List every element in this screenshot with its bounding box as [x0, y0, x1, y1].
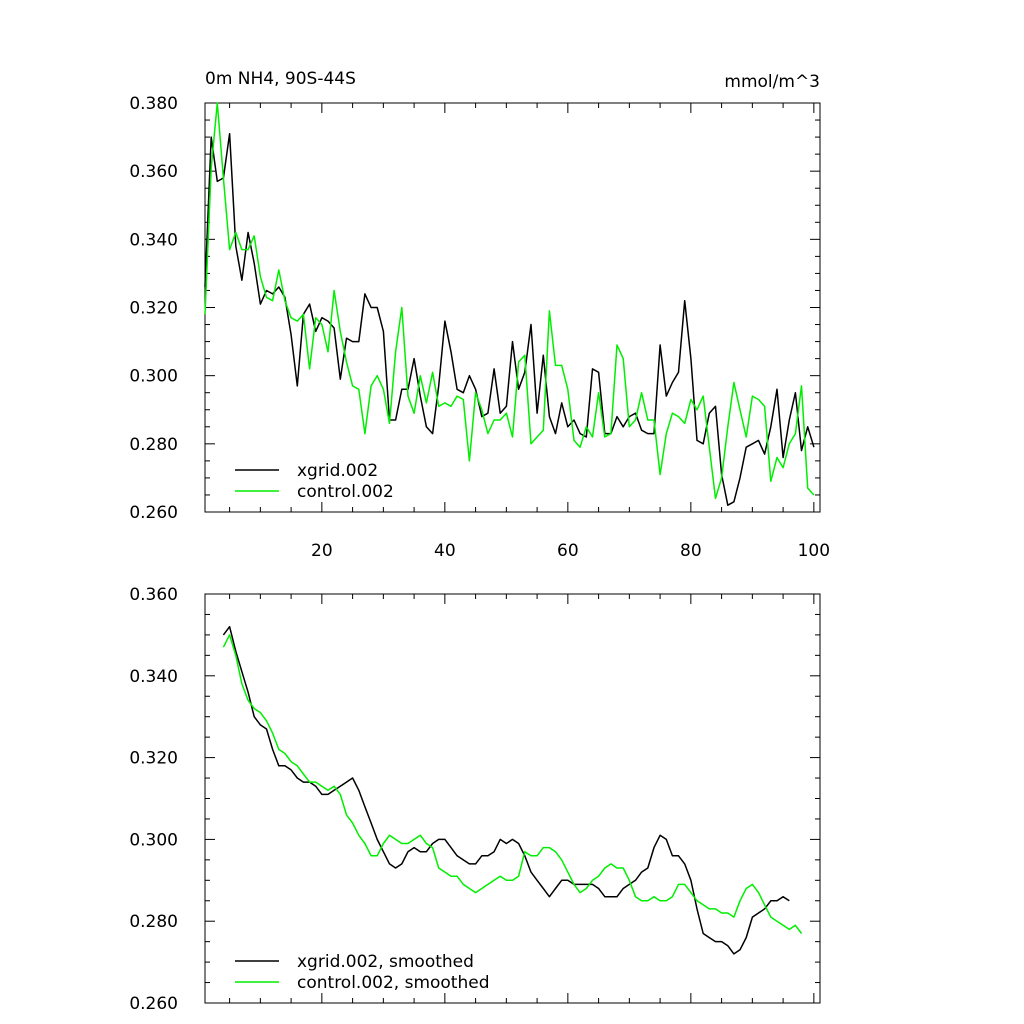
y-tick-label: 0.300 [129, 830, 178, 850]
x-tick-label: 20 [311, 541, 333, 561]
legend-label: control.002, smoothed [297, 973, 490, 993]
y-tick-label: 0.260 [129, 994, 178, 1014]
series-line-control [204, 102, 815, 500]
y-tick-label: 0.380 [129, 94, 178, 114]
y-tick-label: 0.300 [129, 367, 178, 387]
y-tick-label: 0.340 [129, 667, 178, 687]
y-tick-label: 0.360 [129, 585, 178, 605]
legend-label: control.002 [297, 482, 394, 502]
plot-frame [204, 593, 821, 1004]
series-line-xgrid [222, 625, 790, 955]
chart-title-left: 0m NH4, 90S-44S [205, 69, 356, 89]
y-tick-label: 0.280 [129, 435, 178, 455]
y-tick-label: 0.280 [129, 912, 178, 932]
plot-frame [204, 102, 821, 513]
y-tick-label: 0.340 [129, 230, 178, 250]
chart-units-label: mmol/m^3 [724, 72, 820, 92]
x-tick-label: 100 [798, 541, 830, 561]
x-tick-label: 60 [557, 541, 579, 561]
y-tick-label: 0.360 [129, 162, 178, 182]
legend-label: xgrid.002 [297, 461, 378, 481]
y-tick-label: 0.320 [129, 749, 178, 769]
series-line-control [222, 634, 803, 934]
top-chart-panel: 0m NH4, 90S-44S mmol/m^3 0.260 0.280 0.300… [129, 69, 830, 561]
x-tick-label: 80 [680, 541, 702, 561]
bottom-chart-panel: 0.260 0.280 0.300 0.320 0.340 0.360 xgrid.002,… [129, 585, 821, 1014]
y-tick-label: 0.260 [129, 503, 178, 523]
series-line-xgrid [204, 132, 815, 506]
x-tick-label: 40 [434, 541, 456, 561]
legend-label: xgrid.002, smoothed [297, 952, 474, 972]
y-tick-label: 0.320 [129, 299, 178, 319]
